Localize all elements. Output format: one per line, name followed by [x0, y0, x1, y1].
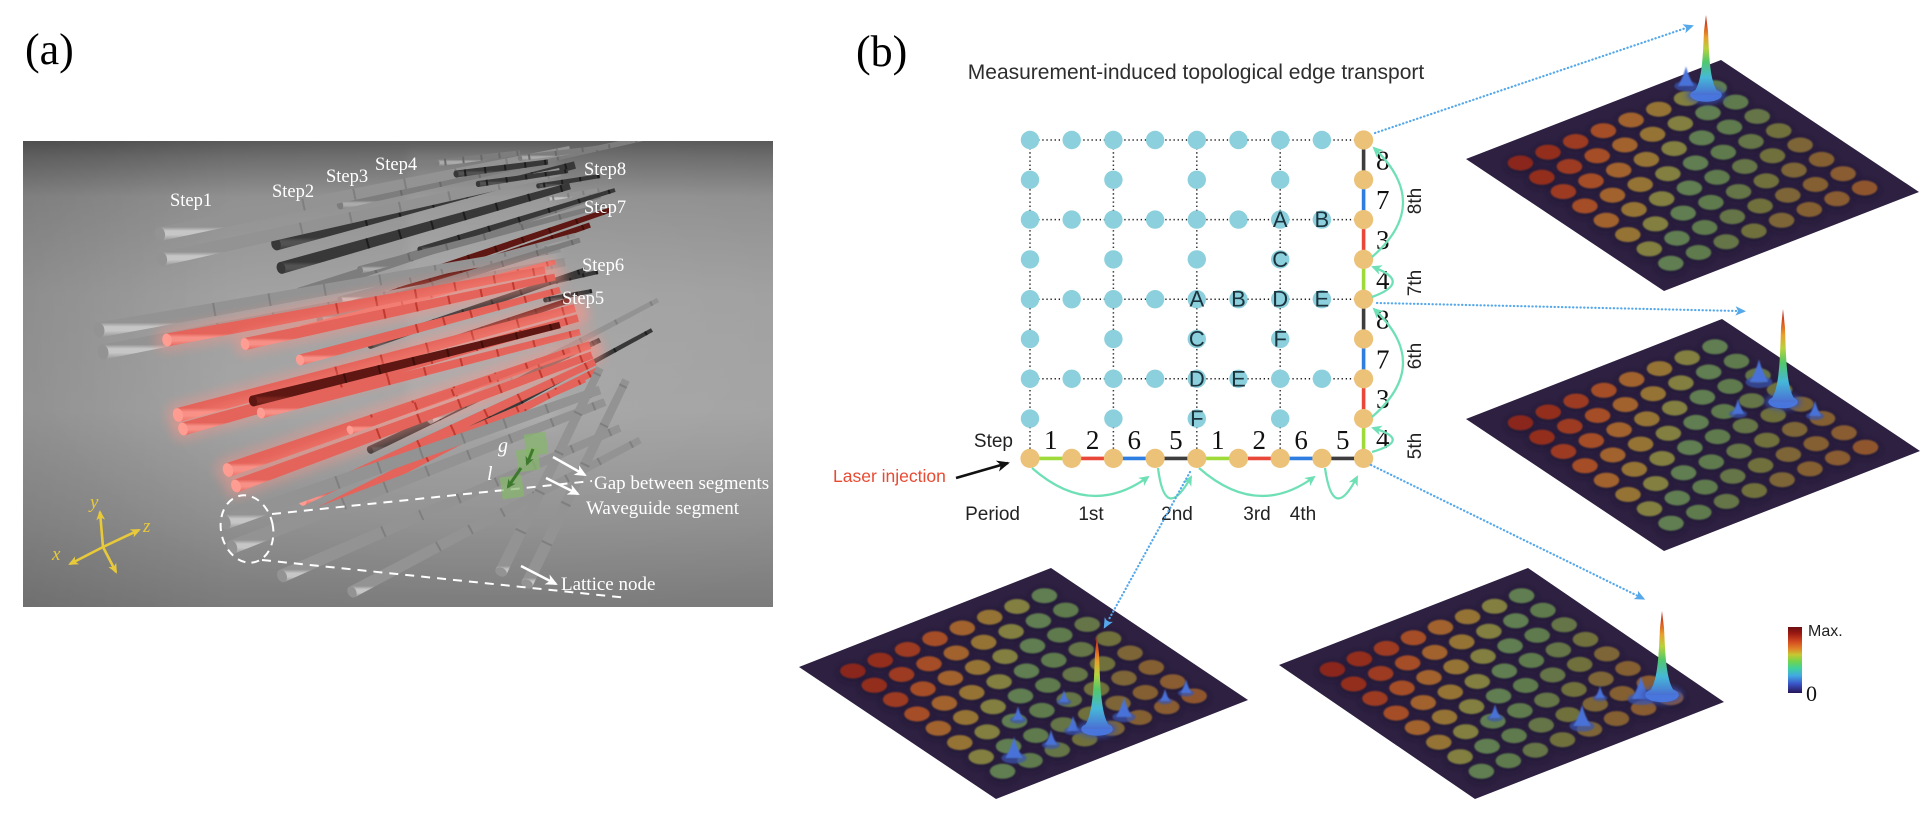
svg-text:A: A — [1273, 207, 1288, 232]
svg-text:Step3: Step3 — [326, 167, 368, 187]
svg-text:6th: 6th — [1405, 343, 1426, 369]
svg-text:0: 0 — [1806, 681, 1817, 706]
svg-text:8: 8 — [1376, 145, 1390, 175]
svg-text:4th: 4th — [1290, 504, 1316, 525]
svg-text:(b): (b) — [856, 27, 907, 76]
svg-text:F: F — [1273, 327, 1286, 352]
svg-text:Step7: Step7 — [584, 198, 626, 218]
svg-text:z: z — [142, 516, 151, 537]
svg-text:Step6: Step6 — [582, 256, 624, 276]
svg-text:5: 5 — [1169, 425, 1183, 455]
svg-text:8th: 8th — [1405, 188, 1426, 214]
svg-text:A: A — [1189, 287, 1204, 312]
svg-text:Step1: Step1 — [170, 191, 212, 211]
svg-text:E: E — [1231, 366, 1246, 391]
svg-text:E: E — [1315, 287, 1330, 312]
svg-text:B: B — [1315, 207, 1330, 232]
svg-text:Step8: Step8 — [584, 160, 626, 180]
svg-text:D: D — [1272, 287, 1288, 312]
svg-text:7: 7 — [1376, 185, 1390, 215]
svg-text:2: 2 — [1253, 425, 1267, 455]
svg-text:2: 2 — [1086, 425, 1100, 455]
svg-text:1: 1 — [1044, 425, 1058, 455]
svg-text:y: y — [88, 492, 99, 513]
svg-text:x: x — [51, 544, 61, 565]
svg-text:g: g — [498, 435, 508, 457]
svg-text:7th: 7th — [1405, 270, 1426, 296]
svg-text:Laser injection: Laser injection — [833, 466, 946, 486]
svg-text:Lattice node: Lattice node — [561, 574, 655, 595]
svg-text:B: B — [1231, 287, 1246, 312]
svg-text:1: 1 — [1211, 425, 1225, 455]
svg-text:Step: Step — [974, 431, 1013, 452]
svg-text:Step2: Step2 — [272, 182, 314, 202]
svg-text:D: D — [1189, 366, 1205, 391]
svg-text:3rd: 3rd — [1243, 504, 1270, 525]
svg-text:Waveguide segment: Waveguide segment — [586, 498, 740, 519]
svg-text:Max.: Max. — [1808, 623, 1843, 640]
svg-text:6: 6 — [1127, 425, 1141, 455]
svg-text:(a): (a) — [25, 25, 74, 74]
svg-text:Gap between segments: Gap between segments — [594, 473, 769, 494]
svg-text:F: F — [1190, 406, 1203, 431]
svg-text:Step5: Step5 — [562, 289, 604, 309]
svg-text:Step4: Step4 — [375, 155, 417, 175]
svg-text:C: C — [1272, 247, 1288, 272]
svg-text:Period: Period — [965, 504, 1020, 525]
svg-text:C: C — [1189, 327, 1205, 352]
svg-text:7: 7 — [1376, 344, 1390, 374]
svg-text:3: 3 — [1376, 384, 1390, 414]
svg-text:1st: 1st — [1078, 504, 1104, 525]
svg-text:5th: 5th — [1405, 433, 1426, 459]
svg-text:6: 6 — [1294, 425, 1308, 455]
svg-text:Measurement-induced topologica: Measurement-induced topological edge tra… — [968, 61, 1425, 84]
svg-text:l: l — [487, 463, 493, 485]
svg-text:5: 5 — [1336, 425, 1350, 455]
